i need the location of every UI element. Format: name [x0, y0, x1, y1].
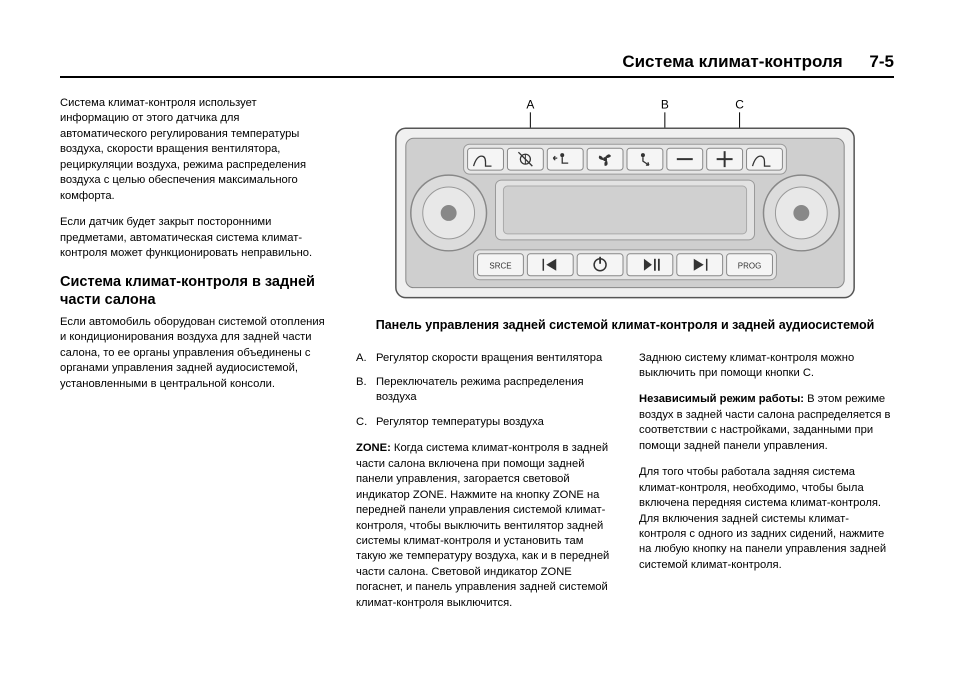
- list-text-a: Регулятор скорости вращения вентилятора: [376, 351, 602, 366]
- zone-text: Когда система климат-контроля в задней ч…: [356, 442, 609, 609]
- right-lower-col2: Заднюю систему климат-контроля можно вык…: [639, 351, 894, 623]
- list-label-b: B.: [356, 375, 376, 406]
- srce-label: SRCE: [489, 262, 511, 271]
- list-text-b: Переключатель режима распределения возду…: [376, 375, 611, 406]
- list-label-a: A.: [356, 351, 376, 366]
- page-number: 7-5: [869, 52, 894, 71]
- section-heading: Система климат-контроля в задней части с…: [60, 273, 328, 309]
- panel-illustration: A B C: [356, 96, 894, 304]
- page-header: Система климат-контроля 7-5: [60, 52, 894, 78]
- indep-label: Независимый режим работы:: [639, 393, 804, 405]
- list-item: C. Регулятор температуры воздуха: [356, 415, 611, 430]
- zone-label: ZONE:: [356, 442, 391, 454]
- figure-caption: Панель управления задней системой климат…: [356, 317, 894, 335]
- left-column: Система климат-контроля использует инфор…: [60, 96, 328, 622]
- header-title: Система климат-контроля: [622, 52, 842, 71]
- callout-c: C: [735, 97, 744, 111]
- p5: Для того чтобы работала задняя система к…: [639, 465, 894, 573]
- zone-paragraph: ZONE: Когда система климат-контроля в за…: [356, 441, 611, 611]
- indep-paragraph: Независимый режим работы: В этом режиме …: [639, 392, 894, 454]
- right-lower-col1: A. Регулятор скорости вращения вентилято…: [356, 351, 611, 623]
- list-text-c: Регулятор температуры воздуха: [376, 415, 544, 430]
- callout-b: B: [661, 97, 669, 111]
- right-column: A B C: [356, 96, 894, 622]
- callout-a: A: [526, 97, 534, 111]
- intro-p1: Система климат-контроля использует инфор…: [60, 96, 328, 204]
- prog-label: PROG: [738, 262, 761, 271]
- intro-p2: Если датчик будет закрыт посторонними пр…: [60, 215, 328, 261]
- p4: Заднюю систему климат-контроля можно вык…: [639, 351, 894, 382]
- abc-list: A. Регулятор скорости вращения вентилято…: [356, 351, 611, 431]
- list-label-c: C.: [356, 415, 376, 430]
- list-item: A. Регулятор скорости вращения вентилято…: [356, 351, 611, 366]
- list-item: B. Переключатель режима распределения во…: [356, 375, 611, 406]
- intro-p3: Если автомобиль оборудован системой отоп…: [60, 315, 328, 392]
